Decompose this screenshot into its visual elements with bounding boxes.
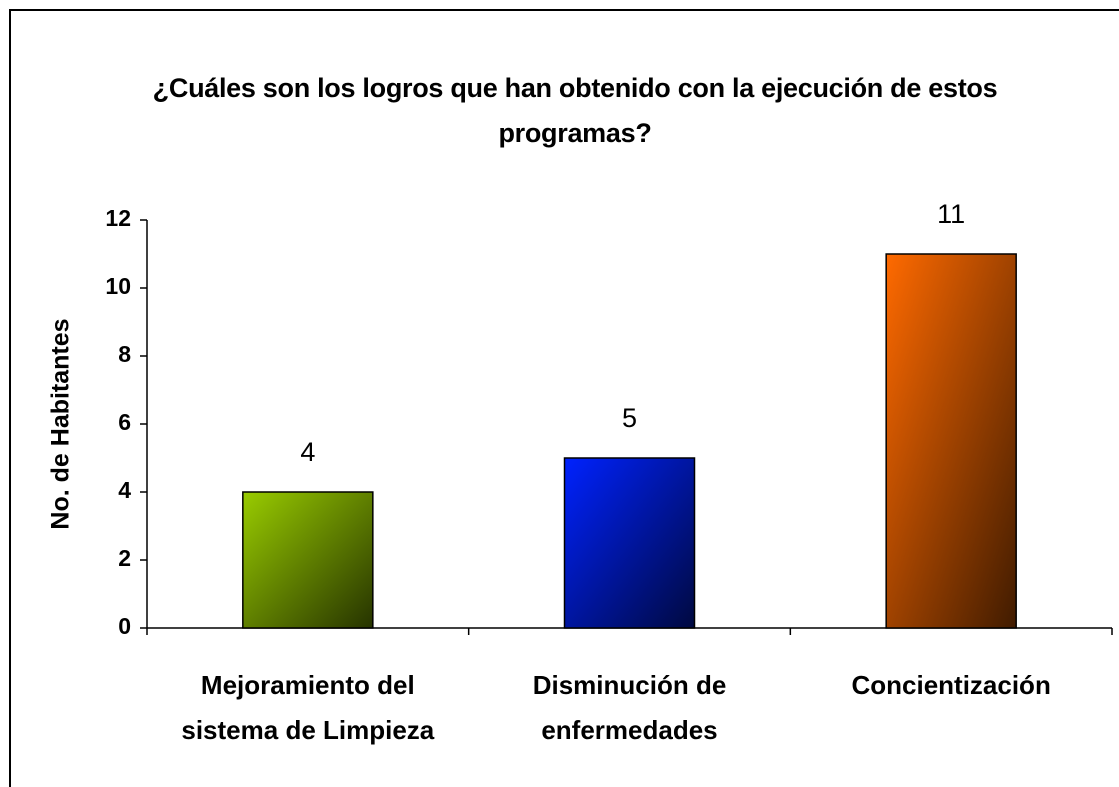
chart-title: ¿Cuáles son los logros que han obtenido …: [152, 73, 998, 148]
bar: [885, 253, 1017, 629]
y-tick-label: 12: [105, 205, 131, 231]
y-tick-label: 10: [105, 273, 131, 299]
y-tick-label: 4: [118, 477, 131, 503]
x-tick-label: Disminución de enfermedades: [532, 670, 727, 745]
value-label: 4: [300, 437, 315, 467]
bar: [242, 491, 374, 629]
y-tick-label: 8: [118, 341, 131, 367]
y-tick-label: 6: [118, 409, 131, 435]
x-tick-label: Mejoramiento del sistema de Limpieza: [181, 670, 435, 745]
value-label: 5: [622, 403, 637, 433]
y-tick-label: 2: [118, 545, 131, 571]
y-axis-label: No. de Habitantes: [47, 318, 75, 529]
x-tick-label: Concientización: [851, 670, 1051, 700]
y-tick-label: 0: [118, 613, 131, 639]
bar: [563, 457, 696, 629]
value-label: 11: [937, 199, 965, 229]
